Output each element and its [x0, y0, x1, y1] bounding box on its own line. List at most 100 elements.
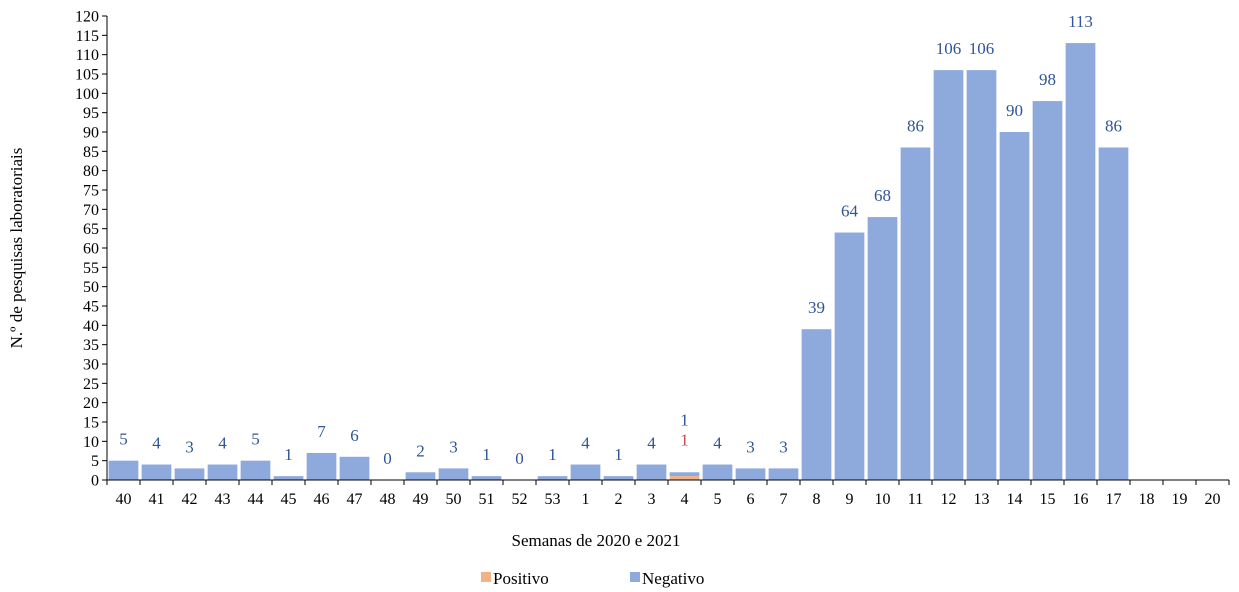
y-tick-label: 80 [83, 163, 99, 180]
bar-negativo-week-10 [867, 217, 898, 481]
bar-negativo-week-49 [405, 472, 436, 480]
data-label-negativo-week-41: 4 [152, 434, 161, 453]
x-tick-label: 11 [908, 491, 923, 508]
x-tick-label: 15 [1040, 491, 1056, 508]
data-label-negativo-week-51: 1 [482, 445, 491, 464]
x-tick-label: 3 [648, 491, 656, 508]
bar-negativo-week-8 [801, 329, 832, 480]
y-tick-label: 85 [83, 144, 99, 161]
x-tick-label: 46 [314, 491, 330, 508]
y-tick-label: 70 [83, 202, 99, 219]
x-tick-label: 8 [813, 491, 821, 508]
bar-negativo-week-44 [240, 460, 271, 480]
positivo-bars [669, 476, 700, 480]
x-tick-label: 17 [1106, 491, 1122, 508]
data-label-negativo-week-1: 4 [581, 434, 590, 453]
y-tick-label: 95 [83, 105, 99, 122]
legend-swatch-negativo [630, 572, 640, 582]
legend-swatch-positivo [481, 572, 491, 582]
data-label-negativo-week-45: 1 [284, 445, 293, 464]
bar-negativo-week-5 [702, 464, 733, 480]
y-tick-label: 5 [91, 453, 99, 470]
bar-negativo-week-13 [966, 70, 997, 480]
data-label-negativo-week-40: 5 [119, 430, 128, 449]
y-tick-label: 40 [83, 318, 99, 335]
x-tick-label: 4 [681, 491, 689, 508]
data-label-negativo-week-8: 39 [808, 298, 825, 317]
x-axis-ticks: 40 41 42 43 44 45 46 47 48 49 50 51 52 53 1 2 3 4 5 6 7 8 9 10 1… [106, 480, 1230, 508]
y-tick-label: 110 [76, 47, 99, 64]
data-label-negativo-week-3: 4 [647, 434, 656, 453]
data-label-negativo-week-16: 113 [1068, 12, 1093, 31]
x-tick-label: 1 [582, 491, 590, 508]
x-tick-label: 14 [1007, 491, 1023, 508]
x-tick-label: 47 [347, 491, 363, 508]
x-tick-label: 5 [714, 491, 722, 508]
data-label-negativo-week-48: 0 [383, 449, 392, 468]
bar-negativo-week-17 [1098, 147, 1129, 480]
x-tick-label: 42 [182, 491, 198, 508]
x-tick-label: 7 [780, 491, 788, 508]
y-tick-label: 90 [83, 125, 99, 142]
legend-label-positivo: Positivo [493, 569, 549, 588]
data-label-negativo-week-50: 3 [449, 437, 458, 456]
y-tick-label: 100 [75, 86, 99, 103]
bar-negativo-week-45 [273, 476, 304, 480]
x-tick-label: 6 [747, 491, 755, 508]
bar-negativo-week-14 [999, 132, 1030, 480]
data-label-negativo-week-2: 1 [614, 445, 623, 464]
x-tick-label: 12 [941, 491, 957, 508]
data-label-negativo-week-9: 64 [841, 202, 859, 221]
x-tick-label: 41 [149, 491, 165, 508]
data-label-negativo-week-11: 86 [907, 116, 924, 135]
bar-negativo-week-11 [900, 147, 931, 480]
y-tick-label: 10 [83, 434, 99, 451]
x-tick-label: 49 [413, 491, 429, 508]
x-tick-label: 43 [215, 491, 231, 508]
bar-negativo-week-3 [636, 464, 667, 480]
data-label-negativo-week-5: 4 [713, 434, 722, 453]
x-tick-label: 16 [1073, 491, 1089, 508]
data-label-negativo-week-52: 0 [515, 449, 524, 468]
y-tick-label: 115 [76, 28, 99, 45]
y-tick-label: 20 [83, 395, 99, 412]
negativo-bars [108, 43, 1129, 481]
bar-negativo-week-53 [537, 476, 568, 480]
data-label-negativo-week-13: 106 [969, 39, 995, 58]
bar-negativo-week-15 [1032, 101, 1063, 481]
x-tick-label: 2 [615, 491, 623, 508]
x-tick-label: 13 [974, 491, 990, 508]
y-tick-label: 55 [83, 260, 99, 277]
y-axis-ticks: 0 5 10 15 20 25 30 35 40 45 50 55 60 65 70 75 80 85 90 95 10… [75, 9, 107, 490]
bar-negativo-week-6 [735, 468, 766, 480]
x-tick-label: 18 [1139, 491, 1155, 508]
bar-negativo-week-1 [570, 464, 601, 480]
data-label-negativo-week-7: 3 [779, 437, 788, 456]
x-tick-label: 19 [1172, 491, 1188, 508]
y-tick-label: 105 [75, 67, 99, 84]
y-tick-label: 45 [83, 299, 99, 316]
y-tick-label: 50 [83, 279, 99, 296]
data-label-negativo-week-17: 86 [1105, 116, 1122, 135]
data-label-negativo-week-10: 68 [874, 186, 891, 205]
data-label-negativo-week-47: 6 [350, 426, 359, 445]
x-tick-label: 20 [1205, 491, 1221, 508]
bar-negativo-week-16 [1065, 43, 1096, 481]
y-tick-label: 75 [83, 183, 99, 200]
bar-negativo-week-50 [438, 468, 469, 480]
x-tick-label: 52 [512, 491, 528, 508]
bar-negativo-week-40 [108, 460, 139, 480]
data-label-negativo-week-44: 5 [251, 430, 260, 449]
data-label-negativo-week-14: 90 [1006, 101, 1023, 120]
bar-negativo-week-2 [603, 476, 634, 480]
x-tick-label: 51 [479, 491, 495, 508]
y-tick-label: 35 [83, 337, 99, 354]
y-tick-label: 0 [91, 473, 99, 490]
y-axis-title: N.º de pesquisas laboratoriais [7, 148, 26, 349]
legend-label-negativo: Negativo [642, 569, 704, 588]
x-tick-label: 9 [846, 491, 854, 508]
x-tick-label: 53 [545, 491, 561, 508]
data-label-positivo-week-4: 1 [680, 430, 689, 449]
